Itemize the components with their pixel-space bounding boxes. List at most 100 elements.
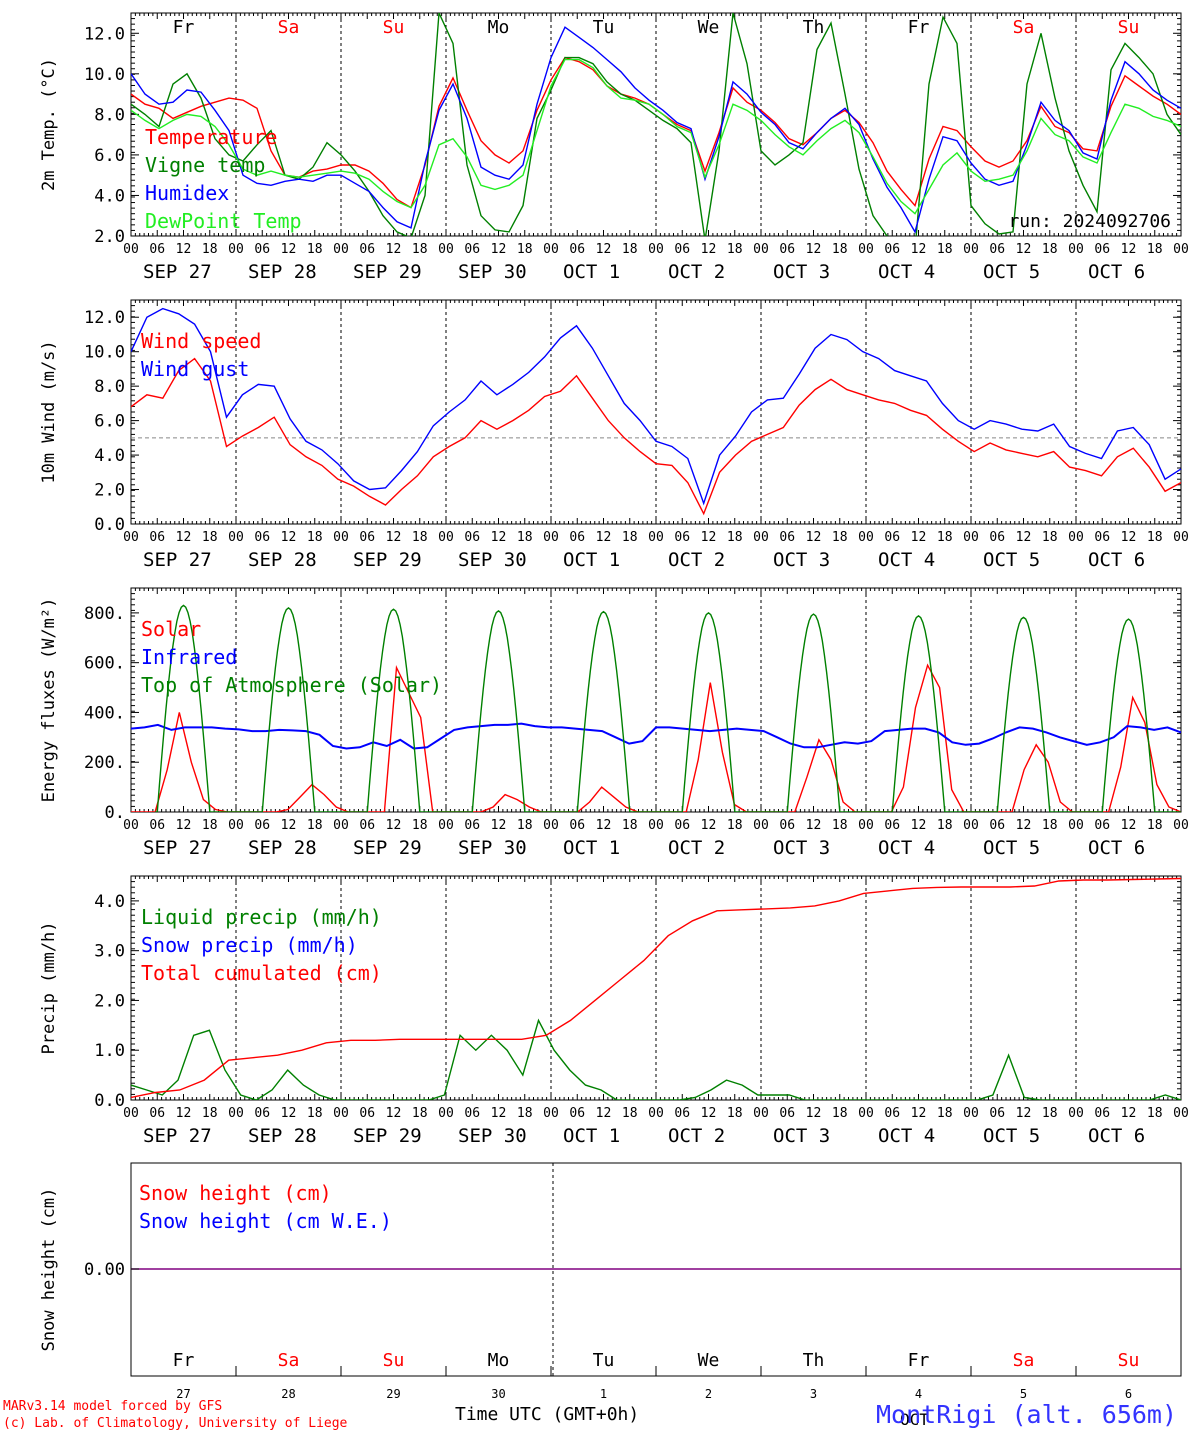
hour-tick-label: 18 xyxy=(412,1106,428,1121)
hour-tick-label: 18 xyxy=(517,242,533,257)
y-axis-label: 2m Temp. (°C) xyxy=(39,58,59,191)
day-number-label: 27 xyxy=(176,1387,190,1401)
hour-tick-label: 06 xyxy=(884,818,900,833)
hour-tick-label: 06 xyxy=(884,530,900,545)
hour-tick-label: 06 xyxy=(359,530,375,545)
hour-tick-label: 12 xyxy=(911,530,927,545)
hour-tick-label: 18 xyxy=(1042,1106,1058,1121)
hour-tick-label: 12 xyxy=(176,1106,192,1121)
date-label: OCT 3 xyxy=(773,837,830,859)
y-tick-label: 800. xyxy=(84,604,125,624)
hour-tick-label: 06 xyxy=(569,1106,585,1121)
hour-tick-label: 06 xyxy=(149,530,165,545)
legend-entry: Infrared xyxy=(141,645,237,669)
day-number-label: 28 xyxy=(281,1387,295,1401)
date-label: SEP 30 xyxy=(458,837,527,859)
hour-tick-label: 00 xyxy=(438,242,454,257)
day-number-label: 4 xyxy=(915,1387,922,1401)
day-abbr-label: Sa xyxy=(278,17,300,38)
hour-tick-label: 06 xyxy=(989,530,1005,545)
date-label: SEP 29 xyxy=(353,261,422,283)
hour-tick-label: 06 xyxy=(674,1106,690,1121)
hour-tick-label: 06 xyxy=(674,818,690,833)
hour-tick-label: 06 xyxy=(779,530,795,545)
hour-tick-label: 06 xyxy=(989,818,1005,833)
hour-tick-label: 06 xyxy=(254,530,270,545)
hour-tick-label: 00 xyxy=(228,242,244,257)
lab-credit: (c) Lab. of Climatology, University of L… xyxy=(3,1416,348,1431)
hour-tick-label: 18 xyxy=(307,530,323,545)
y-axis-label: 10m Wind (m/s) xyxy=(39,340,59,483)
date-label: SEP 29 xyxy=(353,1125,422,1147)
hour-tick-label: 18 xyxy=(202,818,218,833)
legend-entry: Temperature xyxy=(145,125,277,149)
date-label: SEP 29 xyxy=(353,549,422,571)
legend-entry: Vigne temp xyxy=(145,153,265,177)
hour-tick-label: 12 xyxy=(701,530,717,545)
date-label: OCT 6 xyxy=(1088,549,1145,571)
y-tick-label: 4.0 xyxy=(94,186,125,206)
y-tick-label: 2.0 xyxy=(94,481,125,501)
y-tick-label: 8.0 xyxy=(94,377,125,397)
hour-tick-label: 18 xyxy=(517,818,533,833)
hour-tick-label: 12 xyxy=(1121,242,1137,257)
date-label: SEP 27 xyxy=(143,549,212,571)
legend-entry: Top of Atmosphere (Solar) xyxy=(141,673,442,697)
y-tick-label: 10.0 xyxy=(84,343,125,363)
hour-tick-label: 12 xyxy=(281,1106,297,1121)
date-label: OCT 5 xyxy=(983,261,1040,283)
hour-tick-label: 06 xyxy=(569,530,585,545)
hour-tick-label: 00 xyxy=(1068,242,1084,257)
hour-tick-label: 00 xyxy=(753,530,769,545)
hour-tick-label: 06 xyxy=(1094,818,1110,833)
hour-tick-label: 06 xyxy=(569,818,585,833)
day-abbr-label: Th xyxy=(803,17,825,38)
date-label: OCT 2 xyxy=(668,837,725,859)
date-label: SEP 28 xyxy=(248,1125,317,1147)
hour-tick-label: 18 xyxy=(937,242,953,257)
legend-entry: Wind speed xyxy=(141,329,261,353)
hour-tick-label: 06 xyxy=(674,242,690,257)
hour-tick-label: 06 xyxy=(464,242,480,257)
hour-tick-label: 06 xyxy=(254,242,270,257)
y-tick-label: 0.00 xyxy=(84,1260,125,1280)
day-abbr-label: Sa xyxy=(278,1350,300,1371)
hour-tick-label: 18 xyxy=(1147,1106,1163,1121)
y-tick-label: 200. xyxy=(84,753,125,773)
hour-tick-label: 06 xyxy=(254,1106,270,1121)
date-label: SEP 30 xyxy=(458,261,527,283)
legend-entry: DewPoint Temp xyxy=(145,209,302,233)
hour-tick-label: 00 xyxy=(753,1106,769,1121)
hour-tick-label: 00 xyxy=(1173,1106,1189,1121)
date-label: OCT 5 xyxy=(983,1125,1040,1147)
hour-tick-label: 18 xyxy=(307,242,323,257)
series-line xyxy=(131,663,1181,812)
hour-tick-label: 18 xyxy=(1147,242,1163,257)
hour-tick-label: 18 xyxy=(622,530,638,545)
date-label: SEP 30 xyxy=(458,549,527,571)
hour-tick-label: 18 xyxy=(412,818,428,833)
day-abbr-label: Mo xyxy=(488,1350,510,1371)
legend-entry: Snow height (cm W.E.) xyxy=(139,1209,392,1233)
legend-entry: Solar xyxy=(141,617,201,641)
hour-tick-label: 00 xyxy=(123,530,139,545)
hour-tick-label: 12 xyxy=(281,242,297,257)
legend-entry: Liquid precip (mm/h) xyxy=(141,905,382,929)
hour-tick-label: 06 xyxy=(674,530,690,545)
y-tick-label: 400. xyxy=(84,703,125,723)
date-label: OCT 2 xyxy=(668,1125,725,1147)
hour-tick-label: 12 xyxy=(386,1106,402,1121)
day-number-label: 3 xyxy=(810,1387,817,1401)
legend-entry: Snow height (cm) xyxy=(139,1181,332,1205)
day-abbr-label: Su xyxy=(383,1350,405,1371)
hour-tick-label: 12 xyxy=(701,242,717,257)
day-abbr-label: Fr xyxy=(173,17,195,38)
hour-tick-label: 00 xyxy=(333,242,349,257)
hour-tick-label: 12 xyxy=(911,818,927,833)
hour-tick-label: 12 xyxy=(176,530,192,545)
hour-tick-label: 06 xyxy=(464,818,480,833)
hour-tick-label: 06 xyxy=(254,818,270,833)
day-abbr-label: Sa xyxy=(1013,1350,1035,1371)
date-label: OCT 6 xyxy=(1088,261,1145,283)
day-number-label: 5 xyxy=(1020,1387,1027,1401)
